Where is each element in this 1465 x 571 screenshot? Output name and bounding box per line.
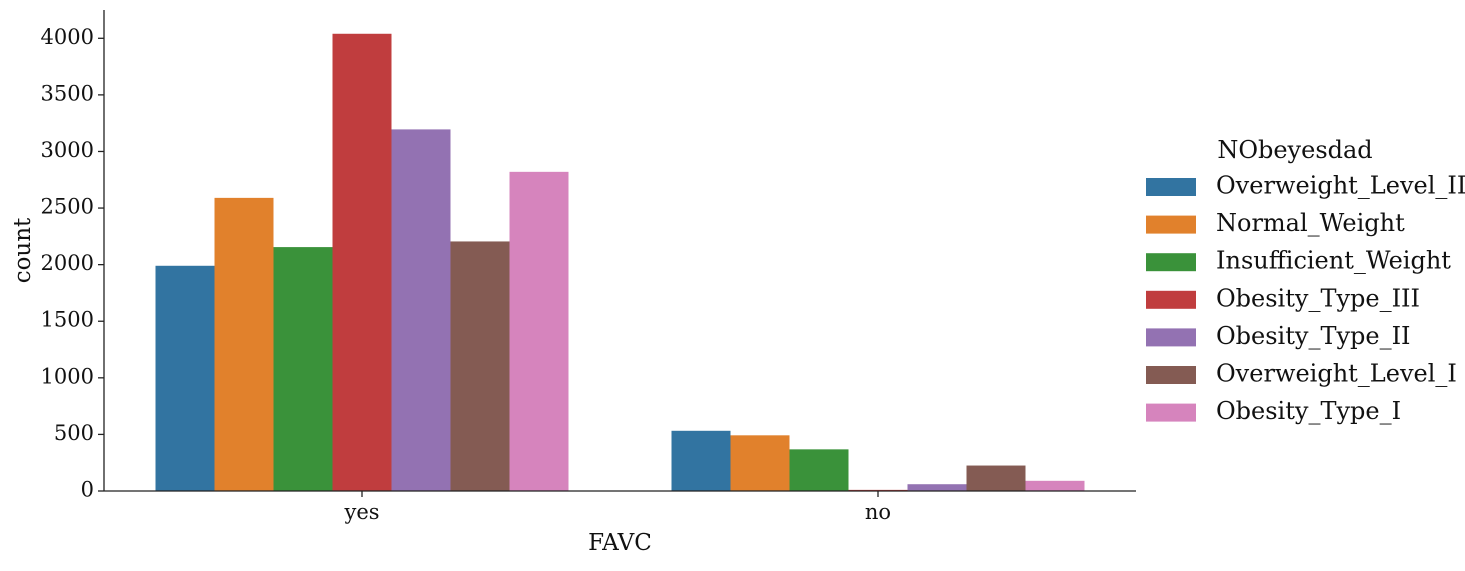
legend-swatch — [1146, 178, 1196, 196]
bar-obesity-type-iii-yes — [332, 33, 392, 492]
x-tick-label: no — [865, 500, 891, 524]
legend-label: Obesity_Type_III — [1216, 284, 1420, 312]
y-tick-label: 4000 — [41, 25, 94, 49]
legend-label: Normal_Weight — [1216, 209, 1405, 237]
legend-label: Overweight_Level_I — [1216, 360, 1457, 388]
bar-obesity-type-i-yes — [509, 171, 569, 491]
bar-overweight-level-i-no — [966, 465, 1026, 491]
axes-layer: 0 500 1000 1500 2000 2500 3000 3500 4000 yes no FAV… — [10, 10, 1136, 556]
y-tick-label: 0 — [81, 478, 94, 502]
legend-swatch — [1146, 290, 1196, 309]
legend-label: Obesity_Type_I — [1216, 397, 1401, 425]
legend-title: NObeyesdad — [1217, 136, 1372, 164]
legend-label: Insufficient_Weight — [1216, 247, 1451, 275]
y-axis-label: count — [10, 217, 36, 283]
bar-normal-weight-no — [730, 435, 790, 491]
y-tick-label: 500 — [54, 421, 94, 445]
legend-swatch — [1146, 215, 1196, 234]
bar-obesity-type-ii-yes — [391, 129, 451, 491]
bars-layer — [155, 33, 1085, 492]
legend-label: Overweight_Level_II — [1216, 172, 1465, 200]
legend-swatch — [1146, 328, 1196, 347]
y-tick-label: 3500 — [41, 81, 94, 105]
bar-overweight-level-i-yes — [450, 241, 510, 491]
x-axis-label: FAVC — [588, 530, 652, 556]
y-tick-label: 2500 — [41, 195, 94, 219]
bar-overweight-level-ii-yes — [155, 265, 215, 491]
y-tick-label: 2000 — [41, 251, 94, 275]
y-tick-label: 1500 — [41, 308, 94, 332]
bar-insufficient-weight-no — [789, 449, 849, 491]
legend-swatch — [1146, 366, 1196, 384]
bar-obesity-type-i-no — [1025, 480, 1085, 491]
legend-swatch — [1146, 253, 1196, 272]
legend-swatch — [1146, 403, 1196, 422]
legend: NObeyesdad Overweight_Level_II Normal_Weig… — [1146, 136, 1465, 425]
bar-normal-weight-yes — [214, 197, 274, 491]
bar-overweight-level-ii-no — [671, 430, 731, 491]
y-tick-label: 3000 — [41, 138, 94, 162]
legend-label: Obesity_Type_II — [1216, 322, 1411, 350]
x-tick-label: yes — [343, 500, 379, 524]
bar-obesity-type-ii-no — [907, 484, 967, 491]
bar-insufficient-weight-yes — [273, 247, 333, 491]
y-tick-label: 1000 — [41, 364, 94, 388]
